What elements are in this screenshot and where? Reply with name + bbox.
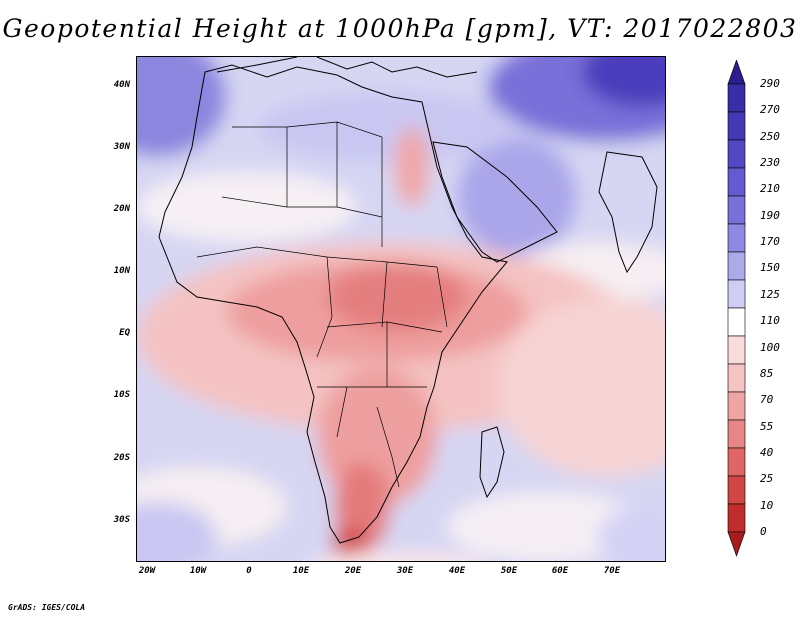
color-scale-bar	[727, 60, 746, 557]
africa-coastline	[158, 64, 508, 544]
colorbar-level-label: 250	[760, 129, 780, 143]
colorbar-level-label: 210	[760, 182, 780, 196]
colorbar-bin	[727, 83, 746, 113]
colorbar-bin	[727, 139, 746, 169]
lat-tick-20n: 20N	[113, 204, 130, 214]
height-shading	[137, 57, 665, 561]
lon-tick-20w: 20W	[138, 566, 156, 576]
colorbar-bin	[727, 419, 746, 449]
country-borders	[196, 121, 448, 488]
colorbar-level-label: 25	[760, 472, 774, 486]
madagascar-coastline	[479, 426, 505, 499]
coastlines	[158, 57, 658, 544]
colorbar-level-label: 170	[760, 235, 780, 249]
lon-tick-30e: 30E	[396, 566, 414, 576]
lon-tick-0: 0	[246, 566, 252, 576]
colorbar-bin	[727, 363, 746, 393]
lon-tick-10w: 10W	[189, 566, 207, 576]
colorbar-level-label: 110	[760, 314, 780, 328]
colorbar-bin	[727, 111, 746, 141]
colorbar-bin	[727, 503, 746, 533]
colorbar-bin	[727, 307, 746, 337]
lat-tick-30n: 30N	[113, 142, 130, 152]
colorbar-level-label: 150	[760, 261, 780, 275]
lat-tick-40n: 40N	[113, 80, 130, 90]
colorbar-bin	[727, 279, 746, 309]
europe-coastline	[216, 57, 478, 78]
colorbar-level-label: 270	[760, 103, 780, 117]
colorbar-bin	[727, 223, 746, 253]
lat-tick-10n: 10N	[113, 266, 130, 276]
lon-tick-70e: 70E	[603, 566, 621, 576]
lon-tick-50e: 50E	[500, 566, 518, 576]
colorbar-level-label: 10	[760, 498, 774, 512]
lat-tick-30s: 30S	[113, 515, 130, 525]
colorbar-bin	[727, 475, 746, 505]
lat-tick-10s: 10S	[113, 390, 130, 400]
colorbar-level-label: 190	[760, 208, 780, 222]
colorbar-max-arrow	[727, 60, 746, 85]
arabia-coastline	[432, 141, 558, 263]
lon-tick-10e: 10E	[292, 566, 310, 576]
map-plot-area	[136, 56, 666, 562]
lon-tick-20e: 20E	[344, 566, 362, 576]
lon-tick-60e: 60E	[551, 566, 569, 576]
colorbar-level-label: 100	[760, 340, 780, 354]
colorbar-min-arrow	[727, 531, 746, 557]
colorbar-bin	[727, 195, 746, 225]
colorbar-level-label: 55	[760, 419, 774, 433]
geopotential-field	[137, 57, 665, 561]
colorbar-level-label: 70	[760, 393, 774, 407]
grads-credit: GrADS: IGES/COLA	[8, 603, 86, 612]
color-scale-legend: 290 270 250 230 210 190 170 150 125 110 100 85 70 55 4…	[720, 60, 800, 560]
colorbar-bin	[727, 251, 746, 281]
colorbar-bin	[727, 167, 746, 197]
lat-tick-eq: EQ	[119, 328, 130, 338]
map-title: Geopotential Height at 1000hPa [gpm], VT…	[2, 14, 798, 43]
colorbar-bin	[727, 335, 746, 365]
lon-tick-40e: 40E	[448, 566, 466, 576]
colorbar-level-label: 85	[760, 366, 774, 380]
colorbar-level-label: 290	[760, 77, 780, 90]
colorbar-bin	[727, 447, 746, 477]
colorbar-level-label: 125	[760, 287, 780, 301]
colorbar-level-label: 230	[760, 156, 780, 170]
colorbar-bin	[727, 391, 746, 421]
colorbar-level-label: 40	[760, 445, 774, 459]
colorbar-level-label: 0	[760, 525, 767, 538]
lat-tick-20s: 20S	[113, 453, 130, 463]
india-coastline	[598, 151, 658, 274]
